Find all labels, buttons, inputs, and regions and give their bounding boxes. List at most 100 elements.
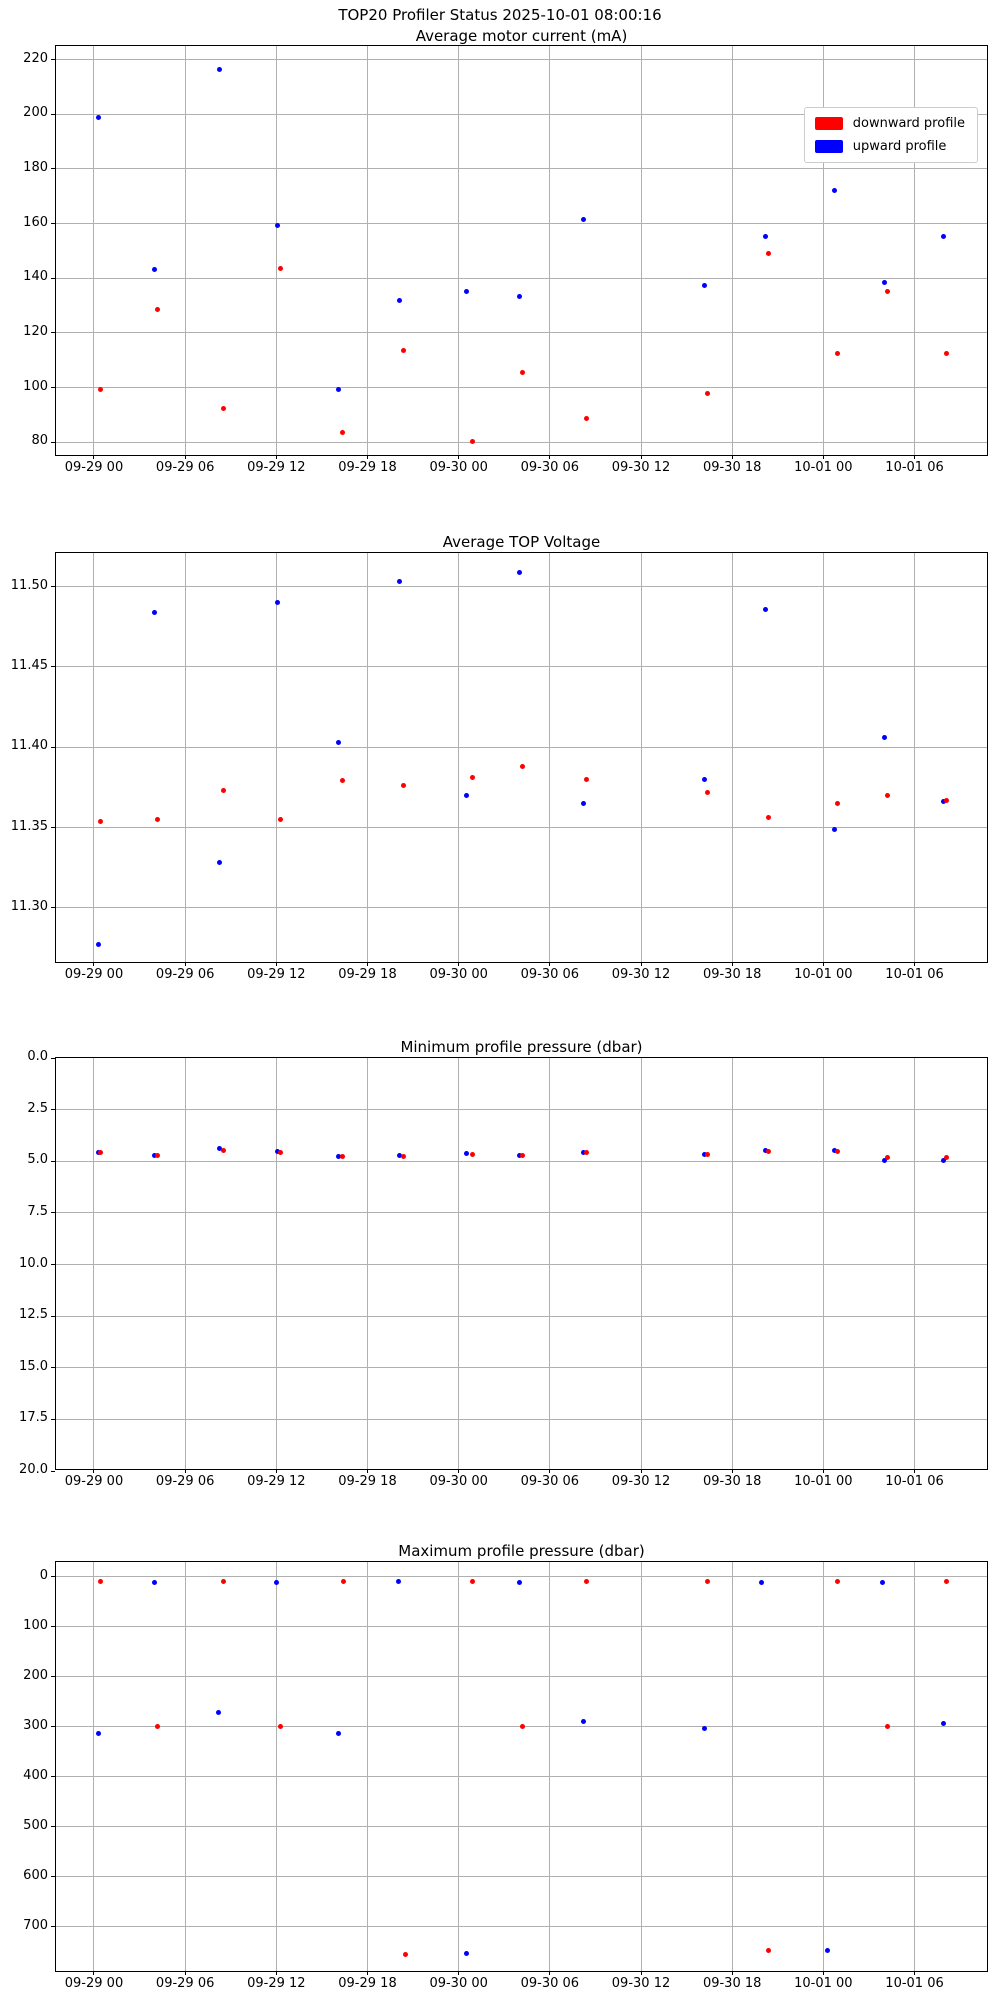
- x-gridline: [731, 1058, 733, 1469]
- x-tick-mark: [731, 962, 733, 966]
- y-tick-mark: [51, 666, 55, 668]
- data-point-upward: [396, 298, 402, 304]
- y-tick-label: 5.0: [27, 1152, 48, 1168]
- y-tick-mark: [51, 1776, 55, 1777]
- x-tick-mark: [367, 455, 368, 459]
- x-tick-mark: [822, 1971, 824, 1975]
- data-point-upward: [152, 1579, 158, 1585]
- y-tick-label: 200: [23, 1667, 48, 1683]
- legend-item-upward: upward profile: [814, 139, 965, 154]
- y-tick-label: 0.0: [27, 1049, 48, 1064]
- data-point-upward: [96, 115, 102, 121]
- y-tick-label: 11.30: [10, 898, 48, 914]
- y-gridline: [56, 1776, 987, 1777]
- data-point-downward: [97, 1150, 103, 1156]
- data-point-upward: [880, 1579, 886, 1585]
- data-point-upward: [516, 293, 522, 299]
- data-point-downward: [943, 797, 949, 803]
- data-point-downward: [469, 438, 475, 444]
- data-point-upward: [763, 1148, 769, 1154]
- x-gridline: [640, 553, 642, 962]
- x-gridline: [914, 1562, 916, 1971]
- data-point-upward: [96, 942, 102, 948]
- y-gridline: [56, 586, 987, 588]
- x-tick-mark: [458, 1469, 460, 1473]
- y-gridline: [56, 1676, 987, 1677]
- data-point-downward: [834, 1578, 840, 1584]
- x-gridline: [458, 553, 460, 962]
- x-tick-label: 09-30 12: [611, 967, 671, 982]
- y-tick-label: 80: [31, 433, 48, 449]
- subplot-title-min-pressure: Minimum profile pressure (dbar): [400, 1038, 643, 1056]
- data-point-downward: [705, 789, 711, 795]
- x-gridline: [367, 1562, 368, 1971]
- y-tick-mark: [51, 1418, 55, 1420]
- data-point-downward: [220, 788, 226, 794]
- y-tick-label: 100: [23, 378, 48, 394]
- data-point-upward: [702, 282, 708, 288]
- y-tick-label: 20.0: [19, 1462, 48, 1477]
- data-point-upward: [516, 1152, 522, 1158]
- y-gridline: [56, 1576, 987, 1577]
- y-gridline: [56, 277, 987, 279]
- y-tick-label: 0: [39, 1567, 48, 1583]
- data-point-downward: [155, 1152, 161, 1158]
- x-tick-label: 09-30 00: [429, 1474, 488, 1489]
- legend-label-upward: upward profile: [852, 139, 947, 154]
- y-tick-label: 200: [23, 105, 48, 121]
- legend-swatch-upward: [814, 140, 843, 153]
- data-point-downward: [884, 1724, 890, 1729]
- x-tick-mark: [822, 1469, 824, 1473]
- x-gridline: [275, 1058, 277, 1469]
- x-tick-label: 09-30 06: [520, 460, 580, 475]
- x-tick-mark: [93, 962, 95, 966]
- data-point-upward: [216, 66, 222, 72]
- data-point-upward: [96, 1731, 102, 1736]
- data-point-downward: [97, 387, 103, 392]
- y-tick-label: 2.5: [27, 1100, 48, 1116]
- x-tick-label: 09-30 18: [702, 1976, 762, 1991]
- data-point-upward: [881, 279, 887, 285]
- data-point-upward: [702, 776, 708, 782]
- y-tick-mark: [51, 1626, 55, 1627]
- data-point-downward: [97, 1578, 103, 1584]
- y-tick-mark: [51, 1726, 55, 1727]
- x-gridline: [275, 1562, 277, 1971]
- legend-swatch-downward: [814, 117, 843, 130]
- y-gridline: [56, 1926, 987, 1927]
- y-tick-label: 11.35: [10, 818, 48, 834]
- x-gridline: [731, 46, 733, 455]
- data-point-upward: [940, 233, 946, 239]
- x-gridline: [822, 46, 824, 455]
- x-gridline: [93, 46, 95, 455]
- data-point-downward: [339, 1154, 345, 1159]
- y-gridline: [56, 1876, 987, 1877]
- data-point-downward: [339, 430, 345, 436]
- data-point-downward: [583, 415, 589, 421]
- y-tick-mark: [51, 59, 55, 61]
- x-tick-mark: [275, 962, 277, 966]
- y-tick-mark: [51, 277, 55, 279]
- y-tick-mark: [51, 746, 55, 748]
- data-point-upward: [516, 569, 522, 575]
- data-point-downward: [339, 778, 345, 784]
- x-gridline: [549, 46, 551, 455]
- x-tick-label: 09-30 12: [611, 1976, 671, 1991]
- x-tick-mark: [458, 1971, 460, 1975]
- data-point-upward: [152, 1152, 158, 1158]
- x-tick-mark: [458, 455, 460, 459]
- y-tick-label: 600: [23, 1867, 48, 1883]
- x-tick-mark: [731, 1469, 733, 1473]
- y-tick-label: 11.40: [10, 738, 48, 754]
- y-gridline: [56, 1626, 987, 1627]
- axes-min-pressure: 09-29 00 09-29 06 09-29 12 09-29 18 09-30 00…: [19, 1049, 988, 1489]
- data-point-downward: [705, 391, 711, 397]
- data-point-upward: [580, 1718, 586, 1724]
- data-point-downward: [834, 800, 840, 806]
- x-tick-mark: [822, 455, 824, 459]
- x-tick-label: 10-01 00: [794, 967, 853, 982]
- data-point-upward: [152, 266, 158, 272]
- y-gridline: [56, 1367, 987, 1369]
- x-tick-label: 09-30 00: [429, 967, 488, 982]
- data-point-downward: [766, 815, 772, 821]
